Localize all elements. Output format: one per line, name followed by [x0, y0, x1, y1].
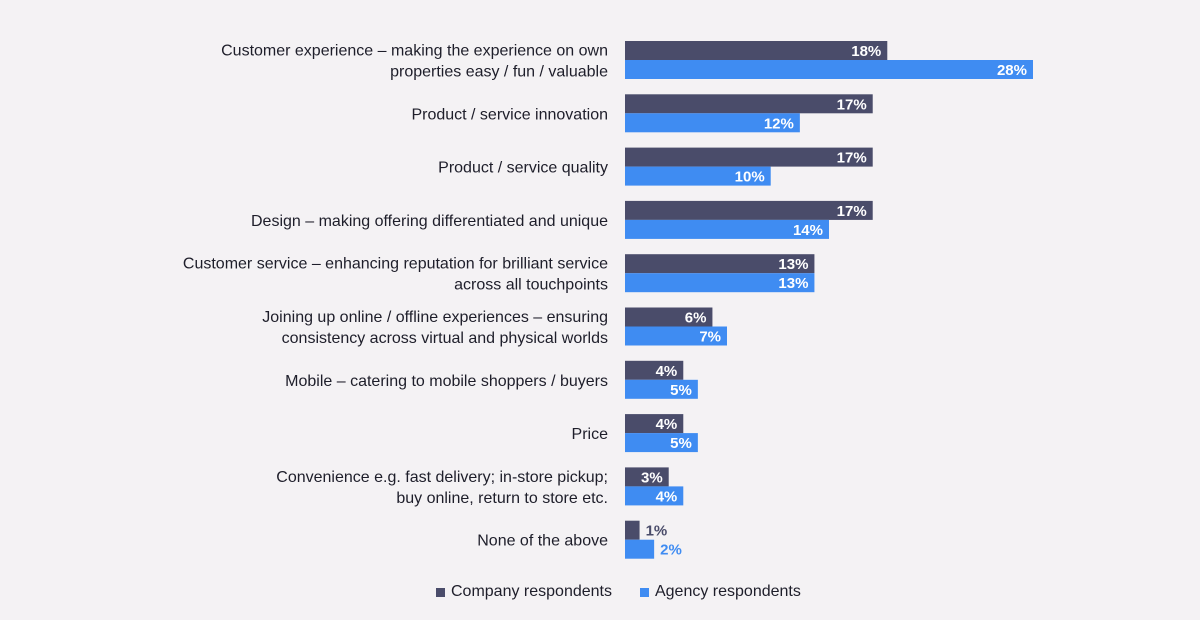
company-value-label: 4%	[656, 416, 678, 433]
legend-item-agency: Agency respondents	[639, 583, 801, 601]
agency-bar	[625, 379, 698, 399]
agency-bar	[625, 273, 815, 293]
agency-value-label: 28%	[997, 62, 1027, 79]
category-label: Design – making offering differentiated …	[251, 213, 608, 230]
category-label: Product / service innovation	[411, 106, 608, 123]
legend-item-company: Company respondents	[436, 583, 612, 601]
agency-value-label: 13%	[778, 275, 808, 292]
agency-value-label: 12%	[764, 115, 794, 132]
category-label: Convenience e.g. fast delivery; in-store…	[276, 469, 608, 507]
category-label: None of the above	[477, 533, 608, 550]
company-bar	[625, 94, 873, 114]
company-value-label: 3%	[641, 469, 663, 486]
company-value-label: 13%	[778, 256, 808, 273]
agency-value-label: 4%	[656, 488, 678, 505]
legend-swatch-agency	[639, 587, 649, 597]
category-label: Customer experience – making the experie…	[221, 43, 608, 81]
agency-value-label: 5%	[670, 382, 692, 399]
company-bar	[625, 414, 684, 434]
company-bar	[625, 254, 815, 274]
company-bar	[625, 147, 873, 167]
category-label: Customer service – enhancing reputation …	[183, 256, 608, 294]
category-label: Mobile – catering to mobile shoppers / b…	[285, 373, 608, 390]
category-label: Joining up online / offline experiences …	[262, 309, 608, 347]
company-value-label: 17%	[837, 203, 867, 220]
company-bar	[625, 520, 640, 540]
agency-bar	[625, 219, 829, 239]
agency-bar	[625, 433, 698, 453]
agency-bar	[625, 539, 655, 559]
company-value-label: 4%	[656, 363, 678, 380]
company-value-label: 6%	[685, 310, 707, 327]
legend-label-agency: Agency respondents	[654, 583, 801, 600]
company-value-label: 18%	[851, 43, 881, 60]
agency-bar	[625, 60, 1033, 79]
agency-value-label: 14%	[793, 222, 823, 239]
agency-bar	[625, 166, 771, 186]
company-bar	[625, 360, 684, 380]
company-value-label: 17%	[837, 150, 867, 167]
category-label: Price	[572, 426, 609, 443]
legend-swatch-company	[436, 587, 445, 597]
company-bar	[625, 467, 669, 487]
agency-bar	[625, 486, 684, 506]
company-value-label: 17%	[837, 96, 867, 113]
agency-bar	[625, 113, 800, 133]
agency-value-label: 10%	[735, 169, 765, 186]
company-bar	[625, 200, 873, 220]
agency-value-label: 7%	[699, 329, 721, 346]
company-bar	[625, 307, 713, 327]
agency-bar	[625, 326, 727, 346]
agency-value-label: 5%	[670, 435, 692, 452]
company-value-label: 1%	[646, 523, 668, 540]
agency-value-label: 2%	[660, 542, 682, 559]
company-bar	[625, 41, 888, 60]
legend: Company respondents Agency respondents	[436, 583, 801, 601]
legend-label-company: Company respondents	[451, 583, 612, 600]
category-label: Product / service quality	[438, 160, 608, 177]
